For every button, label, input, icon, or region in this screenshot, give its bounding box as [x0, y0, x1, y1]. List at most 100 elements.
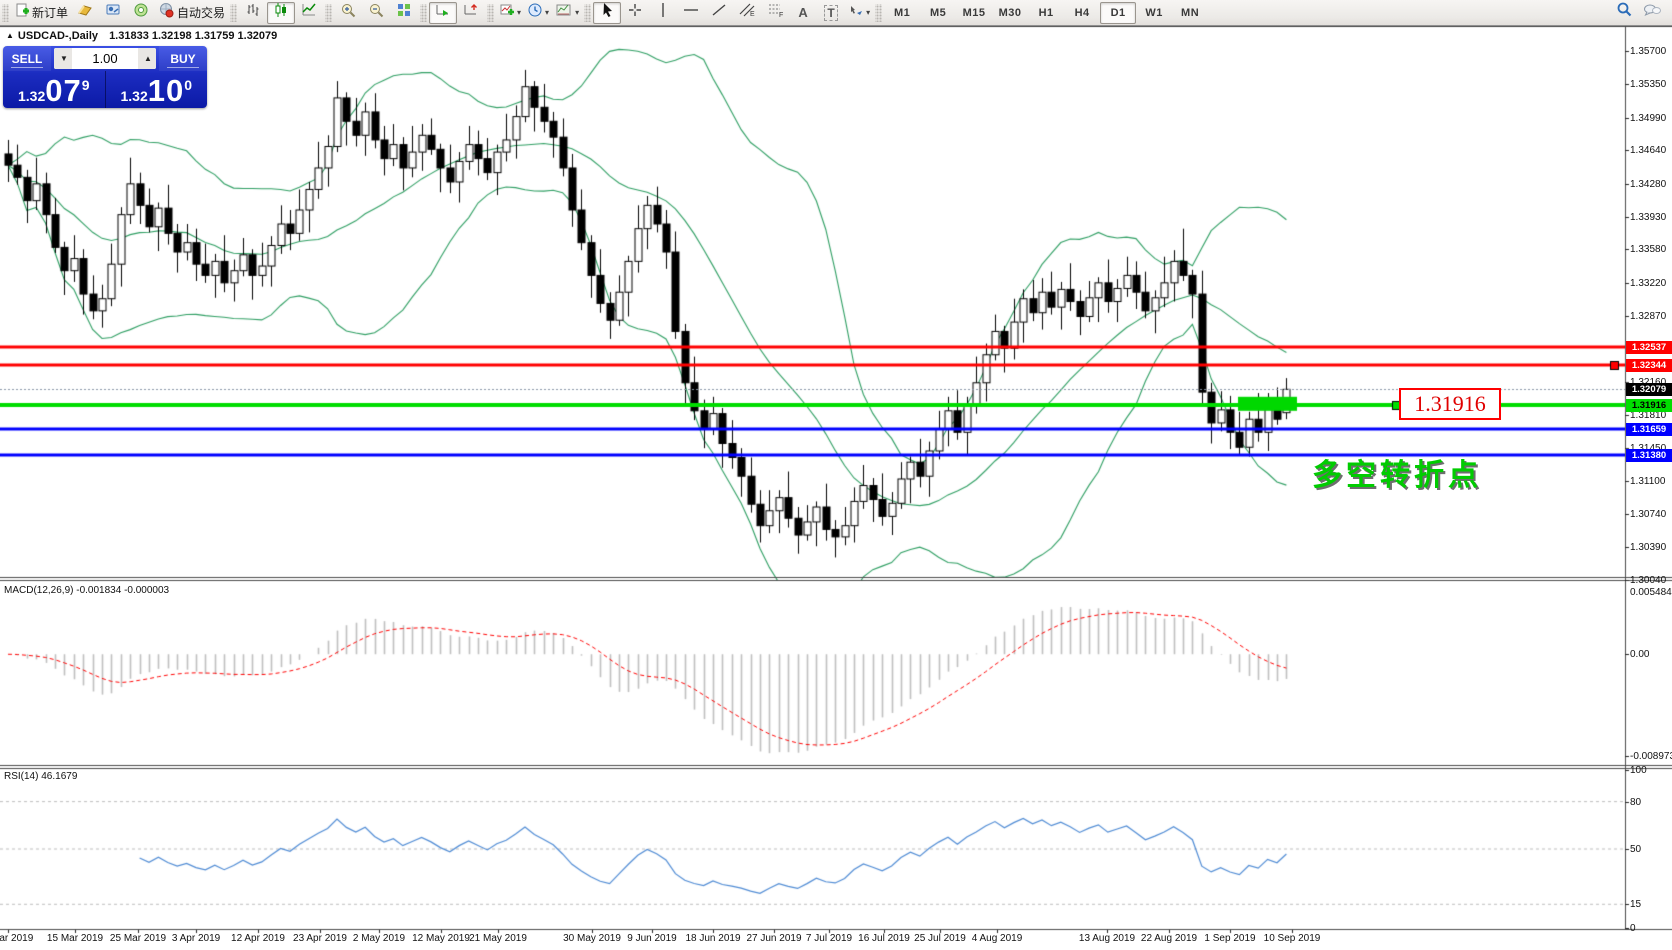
buy-price-pip: 0 [184, 77, 193, 93]
community-button[interactable] [1638, 2, 1666, 24]
periods-button[interactable]: ▾ [524, 2, 552, 24]
auto-trading-button[interactable]: 自动交易 [155, 2, 228, 24]
vertical-line-icon [657, 2, 669, 23]
rsi-axis-tick: 15 [1630, 899, 1642, 911]
timeframe-button-H1[interactable]: H1 [1038, 6, 1054, 19]
trendline-tool-button[interactable] [705, 2, 733, 24]
dropdown-caret-icon: ▾ [517, 8, 522, 17]
line-chart-icon [301, 2, 317, 23]
volume-input[interactable] [72, 48, 138, 69]
chat-bubbles-icon [1642, 2, 1662, 23]
one-click-trading-panel: SELL ▼ ▲ BUY 1.32 07 9 1.32 10 0 [3, 46, 207, 108]
crosshair-tool-button[interactable] [621, 2, 649, 24]
date-axis-label: 7 Jul 2019 [805, 933, 853, 944]
date-axis-label: 5 Mar 2019 [0, 933, 34, 944]
bar-chart-icon [245, 2, 261, 23]
horizontal-line-tool-button[interactable] [677, 2, 705, 24]
bar-chart-mode-button[interactable] [239, 2, 267, 24]
volume-decrease-button[interactable]: ▼ [54, 48, 72, 69]
text-tool-button[interactable]: A [789, 2, 817, 24]
indicators-icon [499, 2, 515, 23]
buy-price-quote[interactable]: 1.32 10 0 [106, 71, 208, 108]
arrows-tool-button[interactable]: ▾ [845, 2, 873, 24]
date-axis-label: 1 Sep 2019 [1204, 933, 1256, 944]
data-window-icon [104, 2, 122, 23]
timeframe-button-M5[interactable]: M5 [929, 6, 947, 19]
fibonacci-tool-button[interactable]: F [761, 2, 789, 24]
data-window-button[interactable] [99, 2, 127, 24]
new-order-icon [14, 2, 30, 23]
toolbar-grip[interactable] [875, 3, 883, 22]
sell-button[interactable]: SELL [3, 46, 51, 71]
sell-price-quote[interactable]: 1.32 07 9 [3, 71, 106, 108]
chart-symbol-period: USDCAD-,Daily [17, 30, 98, 42]
date-axis-label: 4 Aug 2019 [971, 933, 1023, 944]
buy-button[interactable]: BUY [159, 46, 207, 71]
timeframe-button-MN[interactable]: MN [1181, 6, 1200, 19]
rsi-axis-tick: 0 [1630, 923, 1636, 934]
vertical-line-tool-button[interactable] [649, 2, 677, 24]
price-line-badge: 1.32344 [1626, 358, 1672, 372]
templates-button[interactable]: ▾ [552, 2, 582, 24]
price-text-label-object[interactable]: 1.31916 [1399, 388, 1501, 420]
timeframe-button-W1[interactable]: W1 [1145, 6, 1163, 19]
cursor-icon [600, 2, 614, 23]
macd-indicator-label: MACD(12,26,9) -0.001834 -0.000003 [4, 585, 170, 596]
trendline-icon [711, 2, 727, 23]
buy-price-prefix: 1.32 [120, 88, 148, 104]
chart-ohlc-values: 1.31833 1.32198 1.31759 1.32079 [109, 30, 278, 42]
zoom-out-icon [368, 2, 384, 23]
chart-shift-button[interactable] [457, 2, 485, 24]
price-line-badge: 1.31659 [1626, 422, 1672, 436]
fibonacci-icon: F [767, 2, 784, 23]
search-icon [1615, 1, 1633, 24]
date-axis-label: 10 Sep 2019 [1263, 933, 1321, 944]
toolbar-grip[interactable] [584, 3, 592, 22]
zoom-in-button[interactable] [334, 2, 362, 24]
timeframe-button-D1[interactable]: D1 [1100, 1, 1137, 24]
search-button[interactable] [1610, 2, 1638, 24]
navigator-button[interactable] [127, 2, 155, 24]
toolbar-grip[interactable] [487, 3, 495, 22]
timeframe-button-H4[interactable]: H4 [1074, 6, 1090, 19]
auto-trading-label: 自动交易 [177, 6, 226, 20]
line-chart-mode-button[interactable] [295, 2, 323, 24]
price-axis-tick: 1.32870 [1630, 310, 1667, 322]
auto-scroll-button[interactable] [429, 1, 458, 24]
cursor-tool-button[interactable] [593, 1, 622, 24]
price-line-badge: 1.32537 [1626, 340, 1672, 354]
chart-canvas[interactable] [0, 26, 1672, 950]
chart-shift-icon [463, 2, 479, 23]
buy-price-big: 10 [147, 73, 185, 108]
candlestick-mode-button[interactable] [267, 1, 296, 24]
timeframe-button-M30[interactable]: M30 [998, 6, 1022, 19]
timeframe-button-M1[interactable]: M1 [893, 6, 911, 19]
text-label-icon: T [824, 4, 838, 21]
date-axis-label: 2 May 2019 [352, 933, 406, 944]
price-axis-tick: 1.31810 [1630, 409, 1667, 421]
zoom-out-button[interactable] [362, 2, 390, 24]
price-axis-tick: 1.34990 [1630, 112, 1667, 124]
timeframe-button-M15[interactable]: M15 [962, 6, 986, 19]
rsi-axis-tick: 100 [1630, 765, 1647, 776]
text-label-tool-button[interactable]: T [817, 2, 845, 24]
toolbar-grip[interactable] [230, 3, 238, 22]
macd-axis-tick: 0.00 [1630, 649, 1650, 661]
toolbar-grip[interactable] [325, 3, 333, 22]
indicators-button[interactable]: ▾ [496, 2, 524, 24]
price-line-badge: 1.31380 [1626, 448, 1672, 462]
price-axis-tick: 1.31100 [1630, 475, 1666, 487]
toolbar-grip[interactable] [2, 3, 9, 22]
volume-increase-button[interactable]: ▲ [138, 48, 156, 69]
toolbar-grip[interactable] [420, 3, 428, 22]
price-line-badge: 1.31916 [1626, 398, 1672, 412]
collapse-triangle-icon[interactable]: ▲ [6, 31, 14, 40]
volume-control: ▼ ▲ [54, 48, 156, 69]
chinese-annotation-text[interactable]: 多空转折点 [1312, 459, 1482, 492]
new-order-button[interactable]: 新订单 [11, 2, 71, 24]
tile-windows-button[interactable] [390, 2, 418, 24]
svg-text:F: F [779, 12, 783, 18]
price-axis-tick: 1.35350 [1630, 78, 1667, 90]
market-watch-button[interactable] [71, 2, 99, 24]
channel-tool-button[interactable]: E [733, 2, 761, 24]
